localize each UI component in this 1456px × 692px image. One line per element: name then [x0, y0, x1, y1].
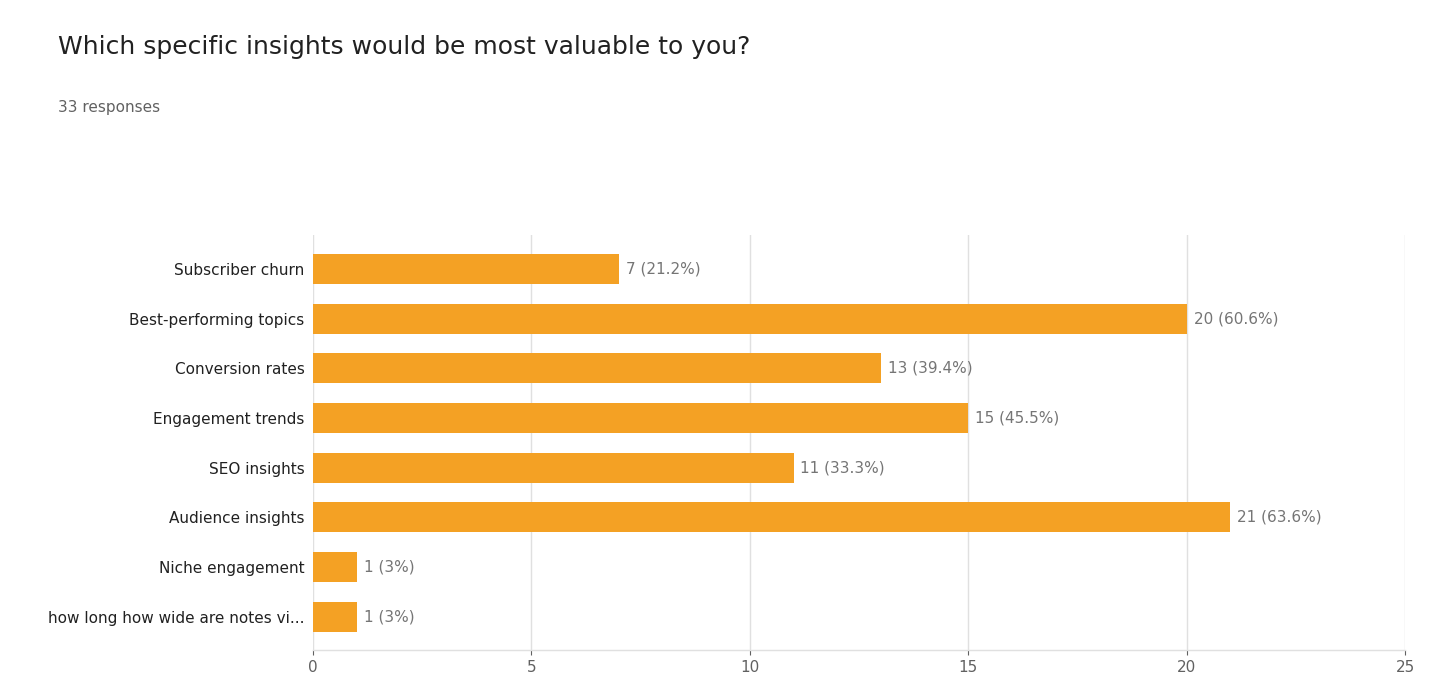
Bar: [313, 354, 881, 383]
Bar: [313, 453, 794, 482]
Text: 11 (33.3%): 11 (33.3%): [801, 460, 885, 475]
Bar: [313, 304, 1187, 334]
Bar: [313, 502, 1230, 532]
Text: 1 (3%): 1 (3%): [364, 609, 415, 624]
Bar: [313, 254, 619, 284]
Text: 15 (45.5%): 15 (45.5%): [976, 410, 1060, 426]
Bar: [313, 602, 357, 632]
Text: 7 (21.2%): 7 (21.2%): [626, 262, 700, 277]
Text: 33 responses: 33 responses: [58, 100, 160, 116]
Text: 13 (39.4%): 13 (39.4%): [888, 361, 973, 376]
Bar: [313, 552, 357, 582]
Text: Which specific insights would be most valuable to you?: Which specific insights would be most va…: [58, 35, 751, 59]
Text: 1 (3%): 1 (3%): [364, 560, 415, 574]
Bar: [313, 403, 968, 433]
Text: 20 (60.6%): 20 (60.6%): [1194, 311, 1278, 326]
Text: 21 (63.6%): 21 (63.6%): [1238, 510, 1322, 525]
